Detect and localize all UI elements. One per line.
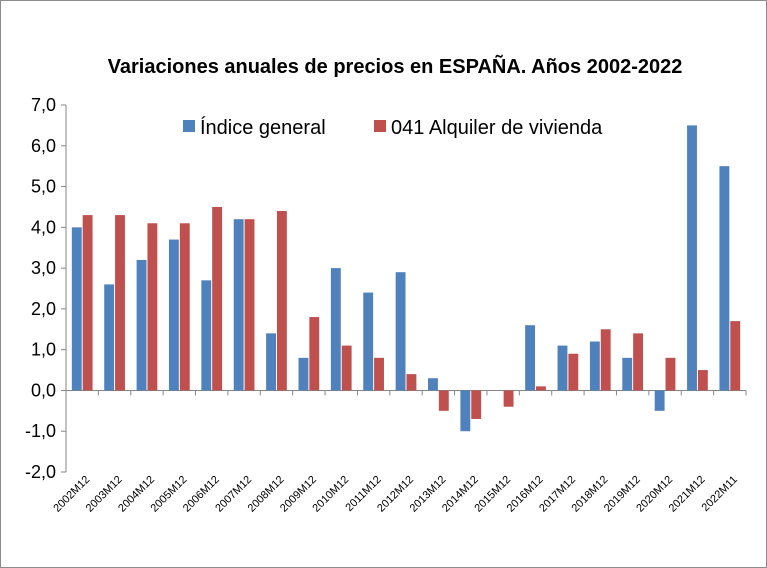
y-tick-label: 7,0 [31,95,56,115]
bar-indice-general-2016M12 [525,325,536,391]
bar-indice-general-2009M12 [298,357,309,391]
bar-alquiler-vivienda-2017M12 [568,353,579,391]
bar-alquiler-vivienda-2010M12 [341,345,352,391]
bar-alquiler-vivienda-2016M12 [536,386,546,391]
bar-alquiler-vivienda-2005M12 [179,223,190,391]
bar-alquiler-vivienda-2018M12 [600,329,611,391]
bars [71,125,741,432]
bar-indice-general-2007M12 [233,219,244,391]
bar-alquiler-vivienda-2020M12 [665,357,676,391]
bar-alquiler-vivienda-2008M12 [276,211,287,391]
axes [61,104,747,473]
tick-labels: -2,0-1,00,01,02,03,04,05,06,07,02002M122… [25,95,740,515]
bar-alquiler-vivienda-2003M12 [115,215,125,391]
y-tick-label: 3,0 [31,258,56,278]
bar-indice-general-2005M12 [168,239,179,391]
bar-alquiler-vivienda-2007M12 [244,219,255,391]
bar-alquiler-vivienda-2002M12 [82,215,93,391]
bar-alquiler-vivienda-2022M11 [730,321,741,391]
bar-indice-general-2018M12 [589,341,600,391]
y-tick-label: 2,0 [31,299,56,319]
bar-indice-general-2021M12 [687,125,697,391]
y-tick-label: 0,0 [31,380,56,400]
legend-swatch-alquiler-vivienda [374,120,386,132]
bar-alquiler-vivienda-2015M12 [503,390,514,407]
bar-indice-general-2004M12 [136,259,147,391]
y-tick-label: 4,0 [31,217,56,237]
bar-indice-general-2014M12 [460,390,471,432]
y-tick-label: -2,0 [25,462,56,482]
bar-indice-general-2017M12 [557,345,568,391]
bar-indice-general-2013M12 [428,378,438,391]
x-tick-label: 2022M11 [700,474,740,514]
bar-indice-general-2022M11 [719,166,730,391]
bar-alquiler-vivienda-2006M12 [212,206,223,391]
bar-alquiler-vivienda-2012M12 [406,374,417,391]
y-tick-label: -1,0 [25,421,56,441]
bar-indice-general-2011M12 [363,292,374,391]
y-tick-label: 1,0 [31,340,56,360]
bar-alquiler-vivienda-2013M12 [438,390,449,411]
bar-indice-general-2006M12 [201,280,212,391]
bar-indice-general-2019M12 [622,357,633,391]
bar-indice-general-2020M12 [654,390,665,411]
bar-indice-general-2012M12 [395,272,406,391]
y-tick-label: 5,0 [31,177,56,197]
bar-indice-general-2008M12 [266,333,276,391]
bar-alquiler-vivienda-2004M12 [147,223,158,391]
legend: Índice general 041 Alquiler de vivienda [183,116,603,139]
bar-indice-general-2002M12 [71,227,82,391]
chart-title: Variaciones anuales de precios en ESPAÑA… [108,55,683,78]
bar-alquiler-vivienda-2014M12 [471,390,482,419]
bar-alquiler-vivienda-2021M12 [697,370,708,391]
legend-label-alquiler-vivienda: 041 Alquiler de vivienda [391,117,603,139]
legend-label-indice-general: Índice general [200,116,326,139]
bar-alquiler-vivienda-2011M12 [374,357,384,391]
bar-alquiler-vivienda-2009M12 [309,317,320,391]
bar-indice-general-2010M12 [330,268,341,391]
bar-alquiler-vivienda-2019M12 [633,333,644,391]
legend-swatch-indice-general [183,120,195,132]
y-tick-label: 6,0 [31,136,56,156]
bar-indice-general-2003M12 [104,284,115,391]
